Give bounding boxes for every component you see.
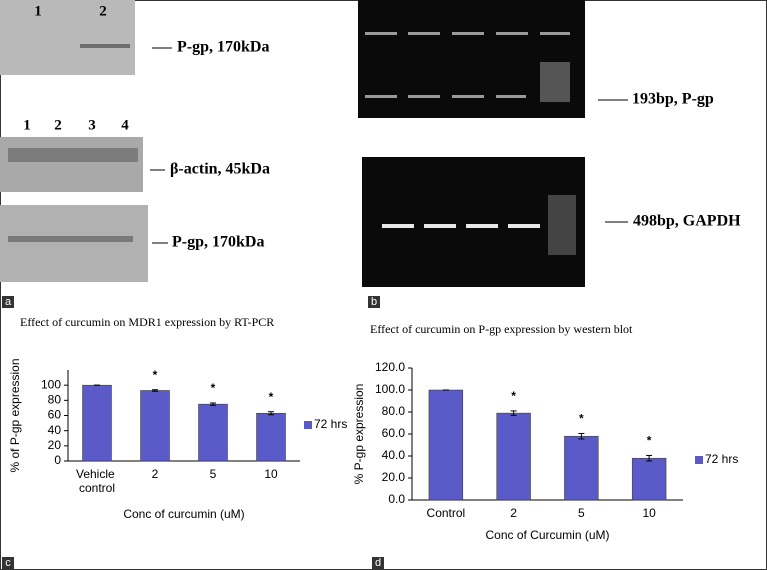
panel-label: d (375, 557, 381, 569)
gel-label: 193bp, P-gp (632, 91, 714, 108)
panel-label-box (2, 557, 14, 569)
y-tick-label: 80.0 (382, 404, 406, 418)
bar (428, 389, 464, 501)
blot (0, 0, 135, 75)
y-tick-label: 60.0 (382, 426, 406, 440)
y-tick-label: 60 (48, 408, 62, 422)
panel-label: a (5, 296, 12, 308)
y-tick-label: 0 (54, 453, 61, 467)
bar (564, 435, 599, 501)
gel (362, 157, 585, 287)
lane-label: 1 (34, 3, 42, 19)
significance-label: * (269, 390, 274, 404)
bar (82, 384, 112, 462)
y-tick-label: 100.0 (375, 382, 405, 396)
y-axis-label: % of P-gp expression (8, 358, 22, 472)
bar (140, 390, 170, 462)
y-tick-label: 40.0 (382, 448, 406, 462)
bar (198, 403, 228, 462)
blot (0, 137, 143, 192)
significance-label: * (647, 434, 652, 448)
significance-label: * (511, 389, 516, 403)
y-tick-label: 20.0 (382, 470, 406, 484)
legend-label: 72 hrs (314, 417, 347, 431)
x-tick-label: Control (427, 506, 466, 520)
y-tick-label: 0.0 (388, 492, 405, 506)
y-tick-label: 120.0 (375, 360, 405, 374)
y-tick-label: 100 (41, 377, 61, 391)
bar (496, 412, 531, 501)
x-tick-label: 5 (578, 506, 585, 520)
x-tick-label: 10 (642, 506, 656, 520)
bar (256, 412, 286, 462)
y-axis-label: % P-gp expression (352, 384, 366, 485)
panel-label: c (5, 557, 11, 569)
y-tick-label: 80 (48, 393, 62, 407)
legend-swatch (695, 456, 703, 464)
lane-label: 4 (121, 117, 129, 133)
panel-label: b (371, 296, 377, 308)
significance-label: * (579, 412, 584, 426)
blot-label: P-gp, 170kDa (177, 39, 269, 56)
legend-swatch (304, 421, 312, 429)
gel-bands (382, 195, 576, 255)
lane-label: 3 (88, 117, 96, 133)
x-tick-label: 5 (210, 467, 217, 481)
y-tick-label: 20 (48, 438, 62, 452)
x-axis-label: Conc of Curcumin (uM) (485, 528, 609, 542)
lane-label: 1 (23, 117, 31, 133)
panel-label-box (368, 296, 380, 308)
x-axis-label: Conc of curcumin (uM) (123, 507, 244, 521)
panel-label-box (372, 557, 384, 569)
band (8, 236, 133, 242)
blot (0, 205, 148, 282)
chart-title: Effect of curcumin on P-gp expression by… (370, 322, 633, 336)
legend-label: 72 hrs (705, 452, 738, 466)
band (8, 148, 138, 162)
x-tick-label: Vehicle control (76, 467, 118, 495)
gel-label: 498bp, GAPDH (633, 213, 741, 230)
y-tick-label: 40 (48, 423, 62, 437)
chart-title: Effect of curcumin on MDR1 expression by… (20, 315, 274, 329)
significance-label: * (211, 381, 216, 395)
gel-bands (365, 32, 570, 102)
x-tick-label: 2 (510, 506, 517, 520)
blot-label: β-actin, 45kDa (170, 161, 270, 178)
x-tick-label: 10 (264, 467, 278, 481)
significance-label: * (153, 368, 158, 382)
lane-label: 2 (99, 3, 107, 19)
x-tick-label: 2 (152, 467, 159, 481)
bar (631, 457, 667, 501)
band (80, 44, 130, 48)
panel-label-box (2, 296, 14, 308)
blot-label: P-gp, 170kDa (172, 234, 264, 251)
lane-label: 2 (54, 117, 62, 133)
